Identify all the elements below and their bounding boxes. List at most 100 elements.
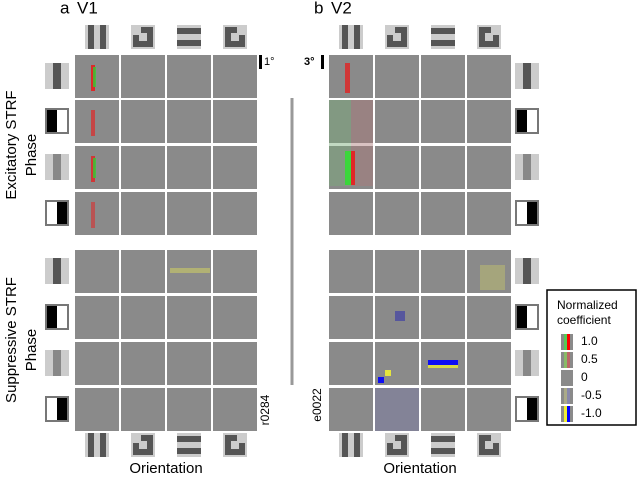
icon-bar [47,306,57,328]
icon-bar [431,436,455,442]
orientation-icon [223,25,247,49]
coefficient-blob [93,67,96,87]
tile [421,250,465,293]
icon-bar [342,25,348,49]
tile [75,146,119,189]
coefficient-blob [480,265,505,290]
coefficient-blob [378,377,384,383]
icon-bar [57,202,67,224]
legend-swatch [567,406,570,422]
tile [421,55,465,98]
icon-bar [523,258,531,284]
icon-bar [354,433,360,457]
tile [375,55,419,98]
tile [121,250,165,293]
tile [121,146,165,189]
legend-label: -0.5 [581,388,602,402]
tile [375,388,419,431]
scale-bar [259,55,262,69]
coefficient-blob [345,63,350,93]
area-label: V2 [331,0,352,17]
orientation-icon [431,433,455,457]
icon-bar [342,433,348,457]
legend-label: 1.0 [581,334,598,348]
scale-bar [321,55,324,69]
icon-bar [491,27,499,35]
coefficient-blob [91,110,95,136]
panel-letter: a [60,0,70,17]
tile [167,192,211,235]
tile [421,100,465,143]
phase-icon [45,200,69,226]
coefficient-blob [170,268,210,273]
icon-bar [133,27,141,35]
tile [213,388,257,431]
orientation-icon [85,25,109,49]
tile [213,55,257,98]
icon-bar [231,33,239,41]
legend-swatch [567,334,570,350]
icon-bar [177,40,201,46]
tile [75,55,119,98]
phase-icon [45,258,69,284]
tile [121,100,165,143]
tile [121,342,165,385]
icon-bar [53,154,61,180]
legend-label: 0.5 [581,352,598,366]
tile [213,192,257,235]
icon-bar [517,110,527,132]
tile [121,55,165,98]
tile [329,296,373,339]
legend-label: 0 [581,370,588,384]
phase-icon [45,154,69,180]
icon-bar [177,448,201,454]
tile [213,342,257,385]
phase-icon [515,396,539,422]
tile [467,55,511,98]
tile [375,146,419,189]
coefficient-blob [91,202,95,228]
coefficient-blob [351,151,355,185]
tile [75,388,119,431]
tile [167,100,211,143]
row-group-sublabel: Phase [23,329,40,372]
cell-id: r0284 [258,394,272,425]
tile [467,250,511,293]
legend-swatch [567,370,570,386]
row-group-sublabel: Phase [23,134,40,177]
row-group-label: Excitatory STRF [3,90,20,199]
coefficient-blob [351,100,373,186]
tile [467,146,511,189]
x-axis-label: Orientation [129,460,202,477]
orientation-icon [385,433,409,457]
icon-bar [53,258,61,284]
phase-icon [515,154,539,180]
tile [75,296,119,339]
icon-bar [53,350,61,376]
tile [329,192,373,235]
icon-bar [133,435,141,443]
phase-icon [515,258,539,284]
tile [329,342,373,385]
panel-letter: b [314,0,323,17]
icon-bar [431,40,455,46]
orientation-icon [431,25,455,49]
icon-bar [100,433,106,457]
orientation-icon [385,25,409,49]
icon-bar [485,441,493,449]
orientation-icon [177,25,201,49]
tile [467,100,511,143]
coefficient-blob [93,158,96,178]
orientation-icon [131,25,155,49]
tile [167,296,211,339]
tile [167,388,211,431]
tile [467,342,511,385]
legend-title: coefficient [557,313,611,327]
orientation-icon [177,433,201,457]
tile [467,296,511,339]
phase-icon [45,304,69,330]
tile [121,192,165,235]
orientation-icon [85,433,109,457]
tile [213,296,257,339]
